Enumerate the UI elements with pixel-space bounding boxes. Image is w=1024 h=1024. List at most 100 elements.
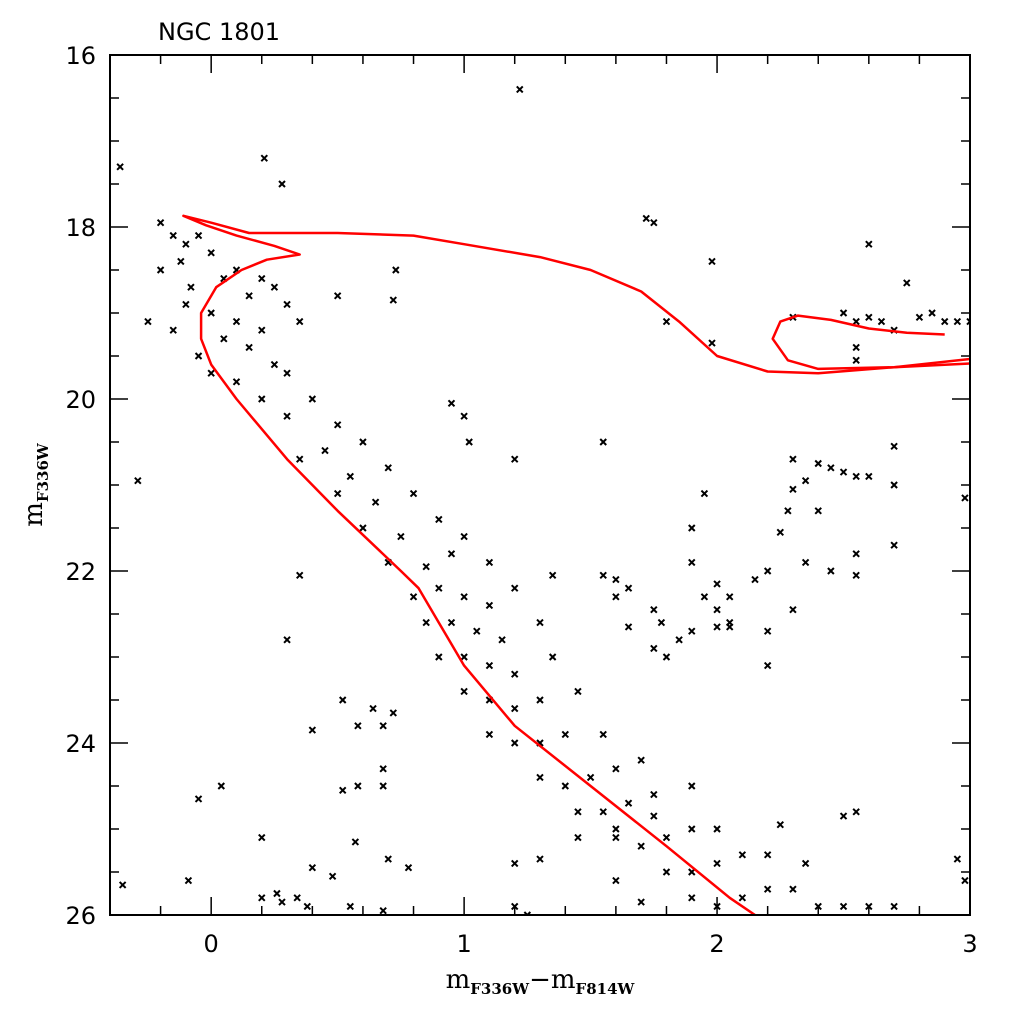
star-point	[612, 825, 620, 833]
star-point	[338, 696, 347, 704]
star-point	[404, 863, 413, 872]
x-tick-label: 3	[962, 930, 977, 958]
star-point	[283, 636, 291, 644]
star-point	[270, 283, 279, 291]
star-point	[662, 868, 671, 876]
star-point	[536, 696, 544, 704]
star-point	[814, 902, 822, 911]
star-point	[523, 911, 532, 915]
star-point	[763, 885, 772, 893]
star-point	[379, 782, 387, 790]
star-point	[156, 266, 165, 274]
star-point	[258, 326, 266, 334]
isochrone	[182, 214, 970, 915]
star-point	[328, 872, 337, 881]
star-point	[283, 369, 291, 377]
star-point	[359, 438, 367, 446]
star-point	[295, 455, 304, 463]
star-point	[351, 838, 360, 846]
star-point	[536, 773, 544, 782]
star-point	[245, 343, 253, 352]
star-point	[852, 571, 860, 580]
star-point	[827, 567, 835, 575]
star-point	[409, 593, 418, 601]
star-point	[738, 851, 747, 859]
star-point	[801, 476, 810, 485]
star-point	[852, 356, 860, 365]
star-point	[852, 808, 860, 816]
star-point	[961, 876, 969, 885]
star-point	[599, 730, 607, 739]
star-point	[574, 833, 582, 842]
star-point	[688, 782, 696, 790]
star-point	[371, 498, 380, 506]
star-point	[338, 786, 347, 795]
star-point	[510, 739, 519, 747]
star-point	[966, 317, 970, 326]
star-point	[650, 218, 658, 227]
star-point	[776, 528, 785, 537]
star-point	[688, 825, 696, 833]
star-point	[379, 906, 387, 915]
star-point	[789, 605, 797, 614]
star-point	[447, 618, 456, 627]
star-point	[510, 455, 519, 463]
star-point	[435, 584, 443, 592]
x-tick-labels: 0 1 2 3	[204, 930, 978, 958]
star-point	[333, 421, 342, 429]
star-point	[308, 863, 317, 872]
star-point	[295, 317, 304, 326]
star-point	[346, 472, 355, 481]
x-tick-label: 1	[456, 930, 471, 958]
star-point	[169, 326, 177, 334]
star-point	[784, 507, 792, 515]
star-point	[333, 292, 342, 300]
star-point	[852, 550, 860, 558]
star-point	[510, 704, 519, 713]
star-point	[207, 249, 215, 257]
star-point	[258, 395, 266, 403]
star-point	[379, 765, 387, 773]
star-point	[599, 438, 607, 446]
star-point	[713, 825, 721, 833]
star-point	[713, 605, 721, 614]
star-point	[865, 902, 873, 911]
star-point	[460, 653, 468, 661]
star-point	[516, 85, 524, 94]
star-point	[586, 773, 595, 782]
star-point	[953, 855, 962, 863]
star-point	[624, 799, 633, 807]
star-point	[688, 524, 696, 532]
star-point	[232, 317, 241, 326]
star-point	[384, 464, 392, 472]
star-point	[662, 653, 671, 661]
star-point	[447, 399, 456, 408]
star-point	[877, 317, 886, 326]
star-point	[447, 550, 456, 558]
star-point	[725, 623, 734, 631]
star-point	[485, 601, 494, 610]
star-point	[308, 726, 317, 734]
star-point	[485, 558, 494, 567]
star-point	[510, 670, 519, 678]
y-tick-label: 24	[65, 730, 96, 758]
star-point	[194, 231, 203, 240]
star-point	[865, 240, 873, 248]
star-point	[738, 894, 747, 902]
star-point	[194, 352, 203, 360]
star-point	[852, 343, 860, 352]
star-point	[258, 894, 266, 902]
star-point	[561, 730, 570, 739]
y-axis-label: mF336W	[19, 442, 52, 527]
star-point	[890, 442, 898, 451]
star-point	[548, 571, 557, 580]
star-point	[713, 902, 721, 911]
x-axis-label: mF336W−mF814W	[446, 965, 636, 998]
star-point	[708, 339, 716, 347]
star-point	[890, 481, 898, 489]
star-point	[599, 571, 607, 580]
star-point	[273, 889, 281, 898]
star-point	[708, 257, 716, 266]
star-point	[700, 593, 709, 601]
